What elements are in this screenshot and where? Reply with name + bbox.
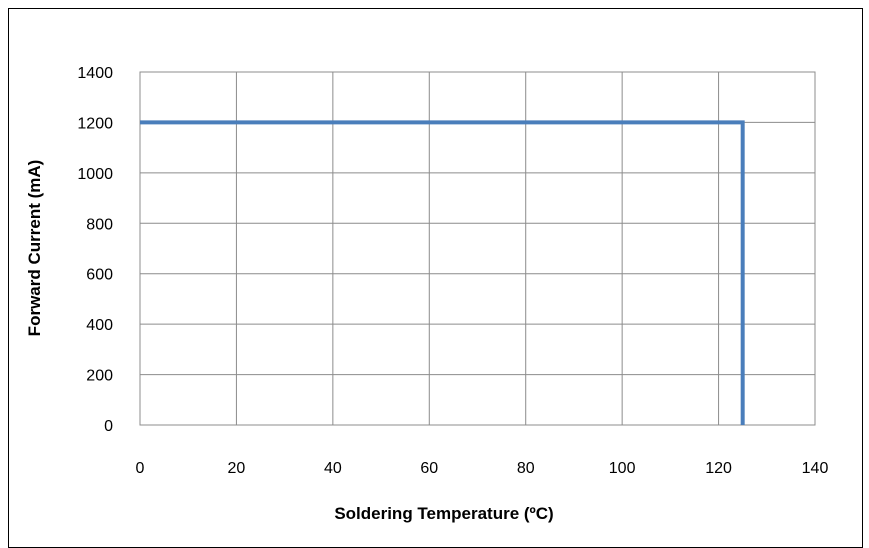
y-tick-label: 1400: [77, 65, 113, 82]
y-tick-label: 0: [104, 418, 113, 435]
series-line: [140, 120, 745, 425]
y-tick-label: 400: [86, 317, 113, 334]
x-tick-label: 80: [517, 460, 535, 477]
x-tick-label: 100: [609, 460, 636, 477]
grid: [139, 71, 816, 426]
y-tick-label: 1200: [77, 115, 113, 132]
x-tick-label: 20: [228, 460, 246, 477]
x-tick-labels: 0 20 40 60 80 100 120 140: [136, 460, 829, 477]
x-tick-label: 0: [136, 460, 145, 477]
x-tick-label: 120: [705, 460, 732, 477]
y-tick-label: 200: [86, 368, 113, 385]
x-axis-title: Soldering Temperature (ºC): [334, 504, 553, 523]
y-tick-labels: 0 200 400 600 800 1000 1200 1400: [77, 65, 113, 435]
x-tick-label: 60: [420, 460, 438, 477]
x-tick-label: 140: [802, 460, 829, 477]
series-layer: [140, 120, 745, 425]
chart-canvas: 0 20 40 60 80 100 120 140 0 200 400 600 800 1000 1200…: [25, 65, 829, 523]
y-tick-label: 600: [86, 267, 113, 284]
y-axis-title: Forward Current (mA): [25, 160, 44, 337]
plot-area: [139, 71, 816, 426]
x-tick-label: 40: [324, 460, 342, 477]
y-tick-label: 1000: [77, 166, 113, 183]
y-tick-label: 800: [86, 216, 113, 233]
